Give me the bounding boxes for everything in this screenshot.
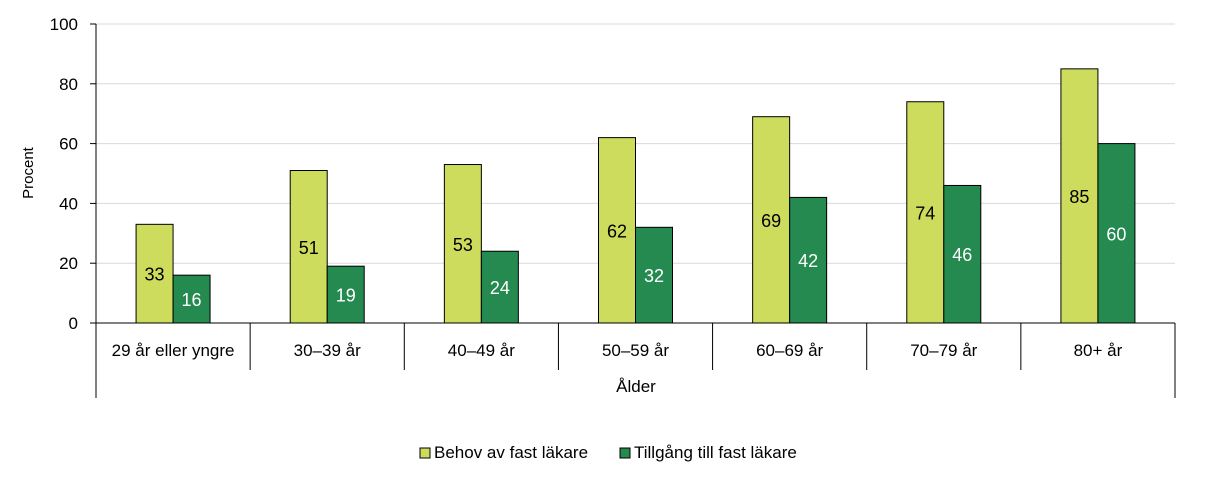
legend-swatch <box>419 447 431 459</box>
y-tick-label: 60 <box>59 135 78 154</box>
data-label: 85 <box>1069 187 1089 207</box>
bar-tillgang <box>480 250 519 324</box>
legend: Behov av fast läkare Tillgång till fast l… <box>419 443 797 462</box>
data-label: 62 <box>607 221 627 241</box>
data-label: 60 <box>1106 224 1126 244</box>
y-axis-label: Procent <box>20 146 37 199</box>
bar-behov <box>1060 68 1099 324</box>
y-tick-label: 100 <box>50 15 78 34</box>
bar-behov <box>752 116 791 324</box>
data-label: 53 <box>453 235 473 255</box>
bar-behov <box>906 101 945 324</box>
x-category-label: 29 år eller yngre <box>112 341 235 360</box>
data-label: 19 <box>336 286 356 306</box>
bar-tillgang <box>789 196 828 324</box>
data-label: 16 <box>182 290 202 310</box>
bars: 33 16 51 19 53 24 62 32 69 42 74 46 85 60 <box>135 68 1136 324</box>
x-category-label: 30–39 år <box>294 341 361 360</box>
legend-label: Tillgång till fast läkare <box>634 443 797 462</box>
y-tick-label: 0 <box>69 314 78 333</box>
data-label: 42 <box>798 251 818 271</box>
data-label: 74 <box>915 203 935 223</box>
data-label: 51 <box>299 238 319 258</box>
y-tick-label: 40 <box>59 194 78 213</box>
x-category-label: 60–69 år <box>756 341 823 360</box>
y-tick-label: 20 <box>59 254 78 273</box>
axes <box>95 24 1176 398</box>
bar-tillgang <box>326 265 365 324</box>
data-label: 24 <box>490 278 510 298</box>
bar-tillgang <box>635 226 673 324</box>
data-label: 69 <box>761 211 781 231</box>
bar-tillgang <box>943 184 982 324</box>
bar-behov <box>289 170 328 324</box>
bar-behov <box>135 223 174 324</box>
x-category-labels: 29 år eller yngre 30–39 år 40–49 år 50–59 å… <box>112 341 1123 360</box>
bar-behov <box>598 137 636 324</box>
x-category-label: 50–59 år <box>602 341 669 360</box>
legend-swatch <box>619 447 631 459</box>
data-label: 32 <box>644 266 664 286</box>
x-category-label: 70–79 år <box>910 341 977 360</box>
y-tick-labels: 0 20 40 60 80 100 <box>50 15 96 333</box>
legend-label: Behov av fast läkare <box>434 443 588 462</box>
data-label: 46 <box>952 245 972 265</box>
bar-behov <box>443 164 482 324</box>
x-category-label: 40–49 år <box>448 341 515 360</box>
bar-tillgang <box>1097 143 1136 324</box>
y-tick-label: 80 <box>59 75 78 94</box>
data-label: 33 <box>145 265 165 285</box>
x-axis-label: Ålder <box>616 377 656 396</box>
x-category-label: 80+ år <box>1074 341 1123 360</box>
